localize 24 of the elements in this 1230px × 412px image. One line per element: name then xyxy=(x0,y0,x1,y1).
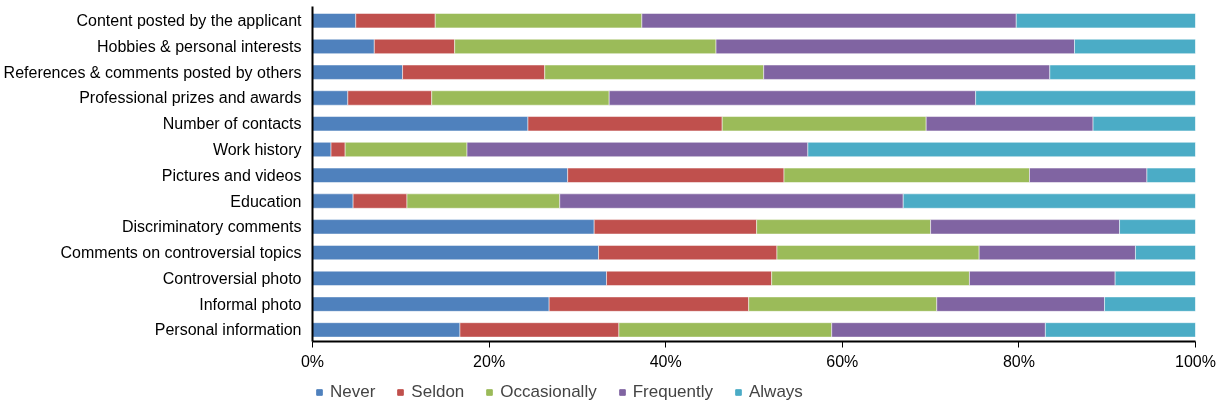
y-tick-label: Content posted by the applicant xyxy=(76,12,303,30)
legend-label: Seldon xyxy=(411,382,465,402)
y-tick-label: Professional prizes and awards xyxy=(79,89,302,107)
y-tick-label: Education xyxy=(230,192,302,210)
y-tick-label: Hobbies & personal interests xyxy=(96,37,302,55)
y-tick-label: Pictures and videos xyxy=(161,166,302,184)
legend-label: Always xyxy=(749,382,803,402)
legend-label: Occasionally xyxy=(500,382,597,402)
y-tick-label: Discriminatory comments xyxy=(121,218,302,236)
legend-label: Never xyxy=(330,382,376,402)
y-tick-label: Number of contacts xyxy=(162,115,302,133)
x-tick-label: 60% xyxy=(826,352,859,370)
x-tick-label: 40% xyxy=(649,352,682,370)
y-tick-label: Informal photo xyxy=(199,295,302,313)
y-tick-label: Personal information xyxy=(154,321,302,339)
x-tick-label: 0% xyxy=(300,352,325,370)
x-tick-label: 20% xyxy=(473,352,506,370)
x-tick-label: 80% xyxy=(1002,352,1035,370)
y-tick-label: Comments on controversial topics xyxy=(60,244,302,262)
legend-label: Frequently xyxy=(632,382,713,402)
y-tick-label: Work history xyxy=(212,141,302,159)
y-tick-label: References & comments posted by others xyxy=(3,63,302,81)
x-tick-label: 100% xyxy=(1175,352,1216,370)
y-tick-label: Controversial photo xyxy=(162,269,302,287)
